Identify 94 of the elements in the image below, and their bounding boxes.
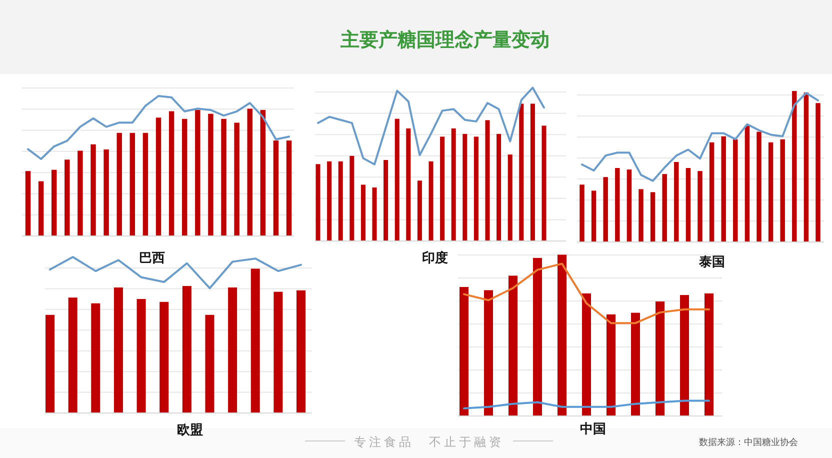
- bar: [160, 302, 169, 413]
- bar: [606, 314, 616, 416]
- bar: [508, 276, 518, 416]
- bar: [698, 171, 702, 242]
- source-note: 数据来源：中国糖业协会: [699, 437, 798, 448]
- bar: [350, 156, 354, 241]
- bar: [680, 295, 689, 416]
- bar: [116, 132, 122, 236]
- bar: [582, 293, 591, 416]
- text: 泰国: [698, 255, 725, 270]
- bar: [64, 160, 70, 236]
- bar: [768, 142, 774, 242]
- bar: [168, 111, 174, 236]
- bar: [104, 149, 109, 236]
- bar: [804, 92, 809, 242]
- bar: [756, 132, 762, 242]
- bar: [91, 303, 100, 413]
- bar: [46, 314, 54, 413]
- bar: [142, 132, 148, 236]
- bar: [451, 128, 456, 241]
- bar: [686, 168, 691, 242]
- text: 巴西: [139, 251, 165, 266]
- text: 专注食品 不止于融资: [354, 435, 504, 449]
- bar: [631, 312, 640, 416]
- bar: [662, 174, 667, 242]
- bar: [603, 177, 608, 242]
- bar: [130, 132, 136, 236]
- bar: [316, 164, 320, 241]
- bar: [114, 287, 123, 413]
- bar: [542, 126, 546, 241]
- bar: [780, 139, 785, 242]
- bar: [638, 189, 644, 242]
- bar: [394, 118, 400, 241]
- bar: [156, 118, 162, 236]
- bar: [440, 136, 445, 241]
- bar: [286, 140, 292, 236]
- bar: [234, 122, 240, 236]
- bar: [260, 110, 266, 236]
- bar: [221, 118, 226, 236]
- bar: [208, 114, 214, 236]
- bar: [250, 268, 260, 413]
- bar: [90, 144, 96, 236]
- bar: [508, 154, 512, 241]
- bar: [591, 190, 596, 242]
- bar: [792, 91, 797, 242]
- bar: [78, 150, 83, 236]
- bar: [247, 108, 252, 236]
- bar: [721, 136, 726, 242]
- text: 欧盟: [177, 423, 203, 438]
- bar: [484, 290, 493, 416]
- bar: [274, 292, 283, 413]
- bar: [558, 254, 566, 416]
- bar: [650, 192, 656, 242]
- bar: [496, 134, 502, 241]
- bar: [428, 161, 434, 241]
- bar: [296, 290, 306, 413]
- bar: [195, 110, 200, 236]
- bar: [733, 139, 738, 242]
- bar: [372, 187, 377, 241]
- bar: [626, 170, 632, 242]
- bar: [462, 134, 468, 241]
- bar: [205, 314, 214, 413]
- bar: [816, 103, 820, 242]
- bar: [674, 162, 679, 242]
- bar: [51, 170, 57, 236]
- text: 主要产糖国理念产量变动: [340, 29, 550, 51]
- bar: [615, 168, 620, 242]
- bar: [182, 286, 192, 413]
- bar: [360, 184, 366, 241]
- bar: [25, 171, 31, 236]
- bar: [338, 161, 343, 241]
- bar: [533, 258, 542, 416]
- bar: [744, 126, 750, 242]
- bar: [580, 184, 584, 242]
- bar: [136, 299, 146, 413]
- bar: [384, 160, 388, 241]
- bar: [656, 301, 664, 416]
- bar: [704, 293, 714, 416]
- bar: [273, 140, 279, 236]
- text: 中国: [580, 422, 606, 437]
- bar: [182, 118, 188, 236]
- bar: [68, 298, 78, 413]
- bar: [474, 136, 478, 241]
- bar: [460, 286, 468, 416]
- bar: [228, 287, 238, 413]
- bar: [38, 181, 44, 236]
- bar: [709, 142, 714, 242]
- bar: [485, 120, 490, 241]
- bar: [519, 104, 524, 241]
- bar: [417, 180, 422, 241]
- bar: [530, 104, 535, 241]
- bar: [406, 128, 411, 241]
- bar: [327, 161, 332, 241]
- text: 印度: [422, 250, 448, 266]
